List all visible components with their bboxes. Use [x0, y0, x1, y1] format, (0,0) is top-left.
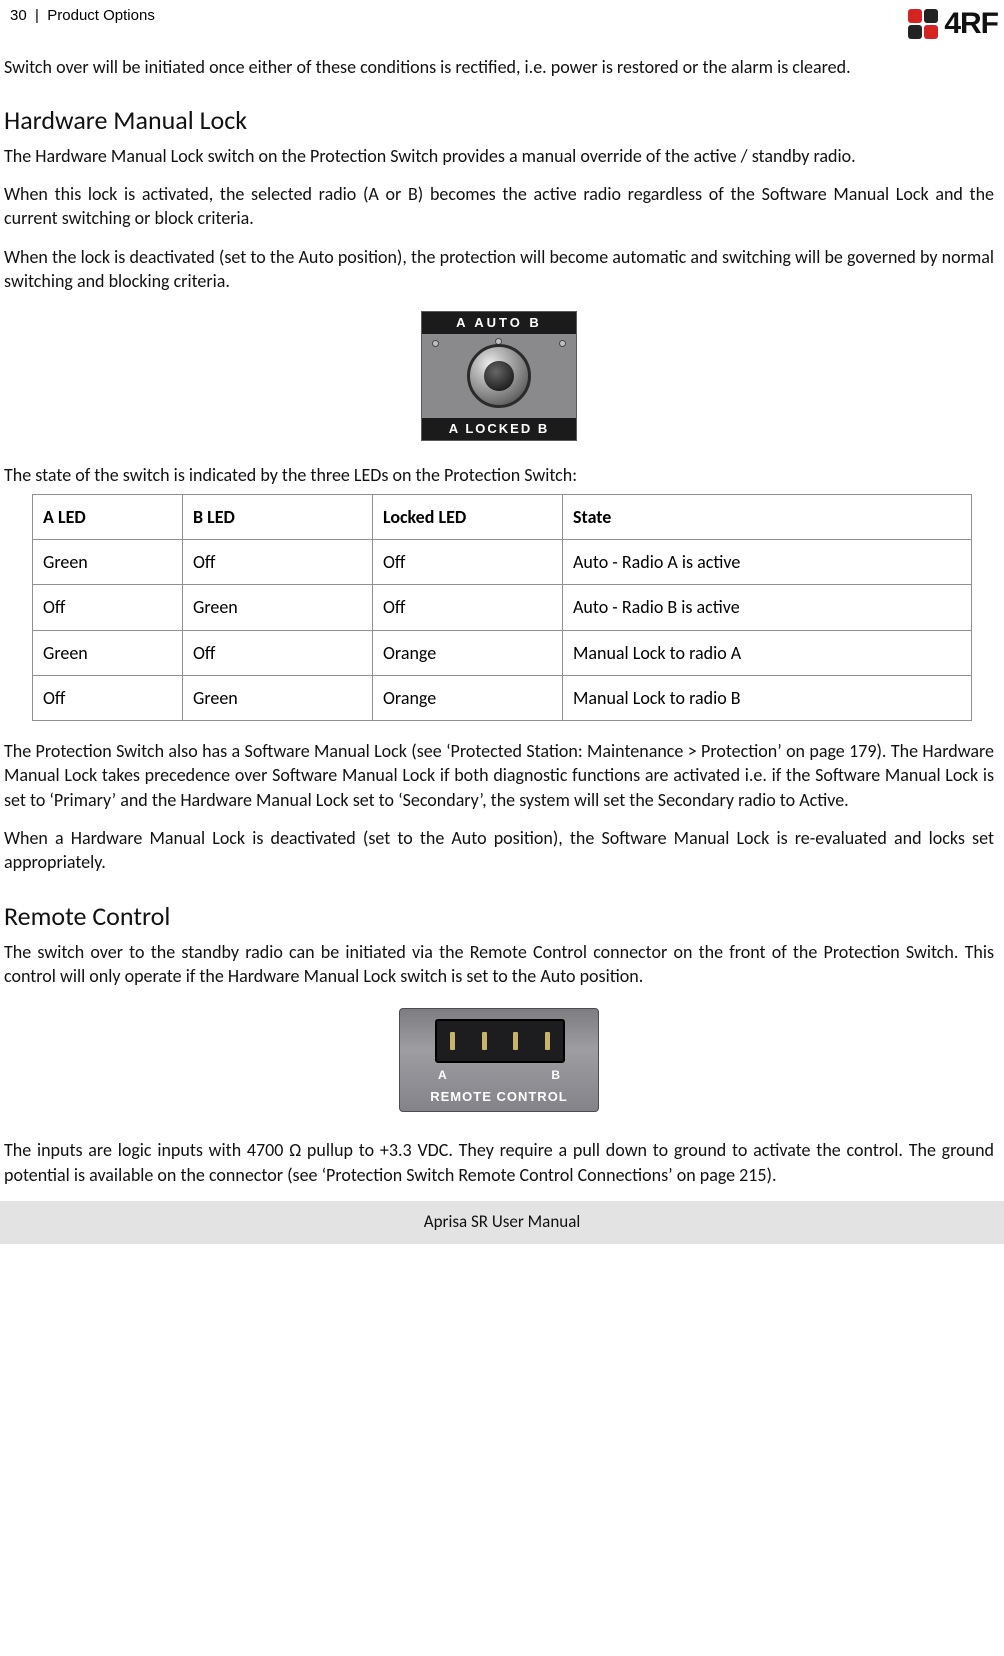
header-left: 30 | Product Options	[10, 4, 155, 26]
table-row: Green Off Off Auto - Radio A is active	[33, 539, 972, 584]
hw-lock-p3: When the lock is deactivated (set to the…	[4, 245, 994, 294]
switch-bottom-label: A LOCKED B	[422, 418, 576, 440]
col-a-led: A LED	[33, 494, 183, 539]
page-header: 30 | Product Options 4RF	[0, 4, 1004, 51]
led-table-body: Green Off Off Auto - Radio A is active O…	[33, 539, 972, 720]
hw-lock-p1: The Hardware Manual Lock switch on the P…	[4, 144, 994, 168]
hw-lock-after-table-1: The Protection Switch also has a Softwar…	[4, 739, 994, 812]
col-b-led: B LED	[183, 494, 373, 539]
page-content: Switch over will be initiated once eithe…	[0, 51, 1004, 1187]
page-footer: Aprisa SR User Manual	[0, 1201, 1004, 1244]
company-logo: 4RF	[908, 4, 1000, 45]
logo-text: 4RF	[942, 4, 998, 45]
led-intro: The state of the switch is indicated by …	[4, 463, 994, 487]
logo-icon	[908, 9, 938, 39]
hw-lock-p2: When this lock is activated, the selecte…	[4, 182, 994, 231]
switch-knob	[422, 334, 576, 418]
remote-label-a: A	[438, 1067, 447, 1083]
section-name: Product Options	[47, 7, 155, 24]
hw-lock-after-table-2: When a Hardware Manual Lock is deactivat…	[4, 826, 994, 875]
remote-label-b: B	[551, 1067, 560, 1083]
connector-port	[435, 1019, 565, 1063]
table-row: Off Green Off Auto - Radio B is active	[33, 585, 972, 630]
col-locked-led: Locked LED	[373, 494, 563, 539]
hardware-lock-switch-figure: A AUTO B A LOCKED B	[421, 311, 577, 441]
intro-paragraph: Switch over will be initiated once eithe…	[4, 55, 994, 79]
remote-p2: The inputs are logic inputs with 4700 Ω …	[4, 1138, 994, 1187]
page-number: 30	[10, 7, 27, 24]
remote-control-connector-figure: A B REMOTE CONTROL	[399, 1008, 599, 1112]
switch-top-label: A AUTO B	[422, 312, 576, 334]
table-row: Green Off Orange Manual Lock to radio A	[33, 630, 972, 675]
remote-label-name: REMOTE CONTROL	[400, 1088, 598, 1106]
table-row: Off Green Orange Manual Lock to radio B	[33, 675, 972, 720]
heading-remote-control: Remote Control	[4, 899, 994, 934]
remote-p1: The switch over to the standby radio can…	[4, 940, 994, 989]
table-header-row: A LED B LED Locked LED State	[33, 494, 972, 539]
led-state-table: A LED B LED Locked LED State Green Off O…	[32, 494, 972, 721]
heading-hardware-manual-lock: Hardware Manual Lock	[4, 103, 994, 138]
col-state: State	[563, 494, 972, 539]
